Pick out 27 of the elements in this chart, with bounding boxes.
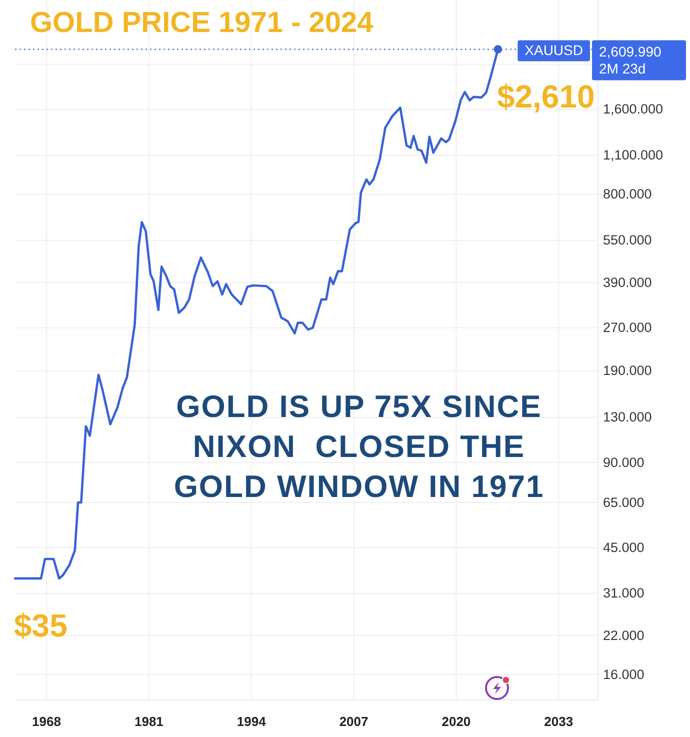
y-tick-label: 1,600.000 xyxy=(603,102,664,117)
annotation: GOLD IS UP 75X SINCE NIXON CLOSED THE GOLD WINDOW IN 1971 xyxy=(174,389,544,504)
text: 2M 23d xyxy=(599,60,646,76)
ref-line-label: XAUUSD xyxy=(524,42,583,58)
y-tick-label: 390.000 xyxy=(603,274,652,290)
x-tick-label: 1994 xyxy=(236,714,267,730)
y-tick-label: 800.000 xyxy=(603,186,652,202)
text: 2,609.990 xyxy=(599,43,662,60)
x-tick-label: 2033 xyxy=(544,714,574,730)
x-tick-label: 2007 xyxy=(339,714,368,730)
y-tick-label: 270.000 xyxy=(603,320,652,336)
y-tick-label: 130.000 xyxy=(603,410,652,425)
x-tick-label: 1968 xyxy=(32,714,61,730)
x-tick-label: 1981 xyxy=(134,714,164,730)
annotation: $35 xyxy=(14,607,68,644)
y-tick-label: 90.000 xyxy=(603,454,644,470)
chart-title: GOLD PRICE 1971 - 2024 xyxy=(30,7,374,39)
y-tick-label: 550.000 xyxy=(603,232,652,248)
y-tick-label: 45.000 xyxy=(603,540,644,555)
y-tick-label: 190.000 xyxy=(603,363,652,378)
x-tick-label: 2020 xyxy=(442,714,471,730)
annotation: $2,610 xyxy=(496,78,595,114)
y-tick-label: 65.000 xyxy=(603,494,644,510)
y-tick-label: 1,100.000 xyxy=(603,148,664,163)
y-tick-label: 22.000 xyxy=(603,628,644,643)
y-tick-label: 16.000 xyxy=(603,666,644,682)
y-tick-label: 31.000 xyxy=(603,586,644,601)
